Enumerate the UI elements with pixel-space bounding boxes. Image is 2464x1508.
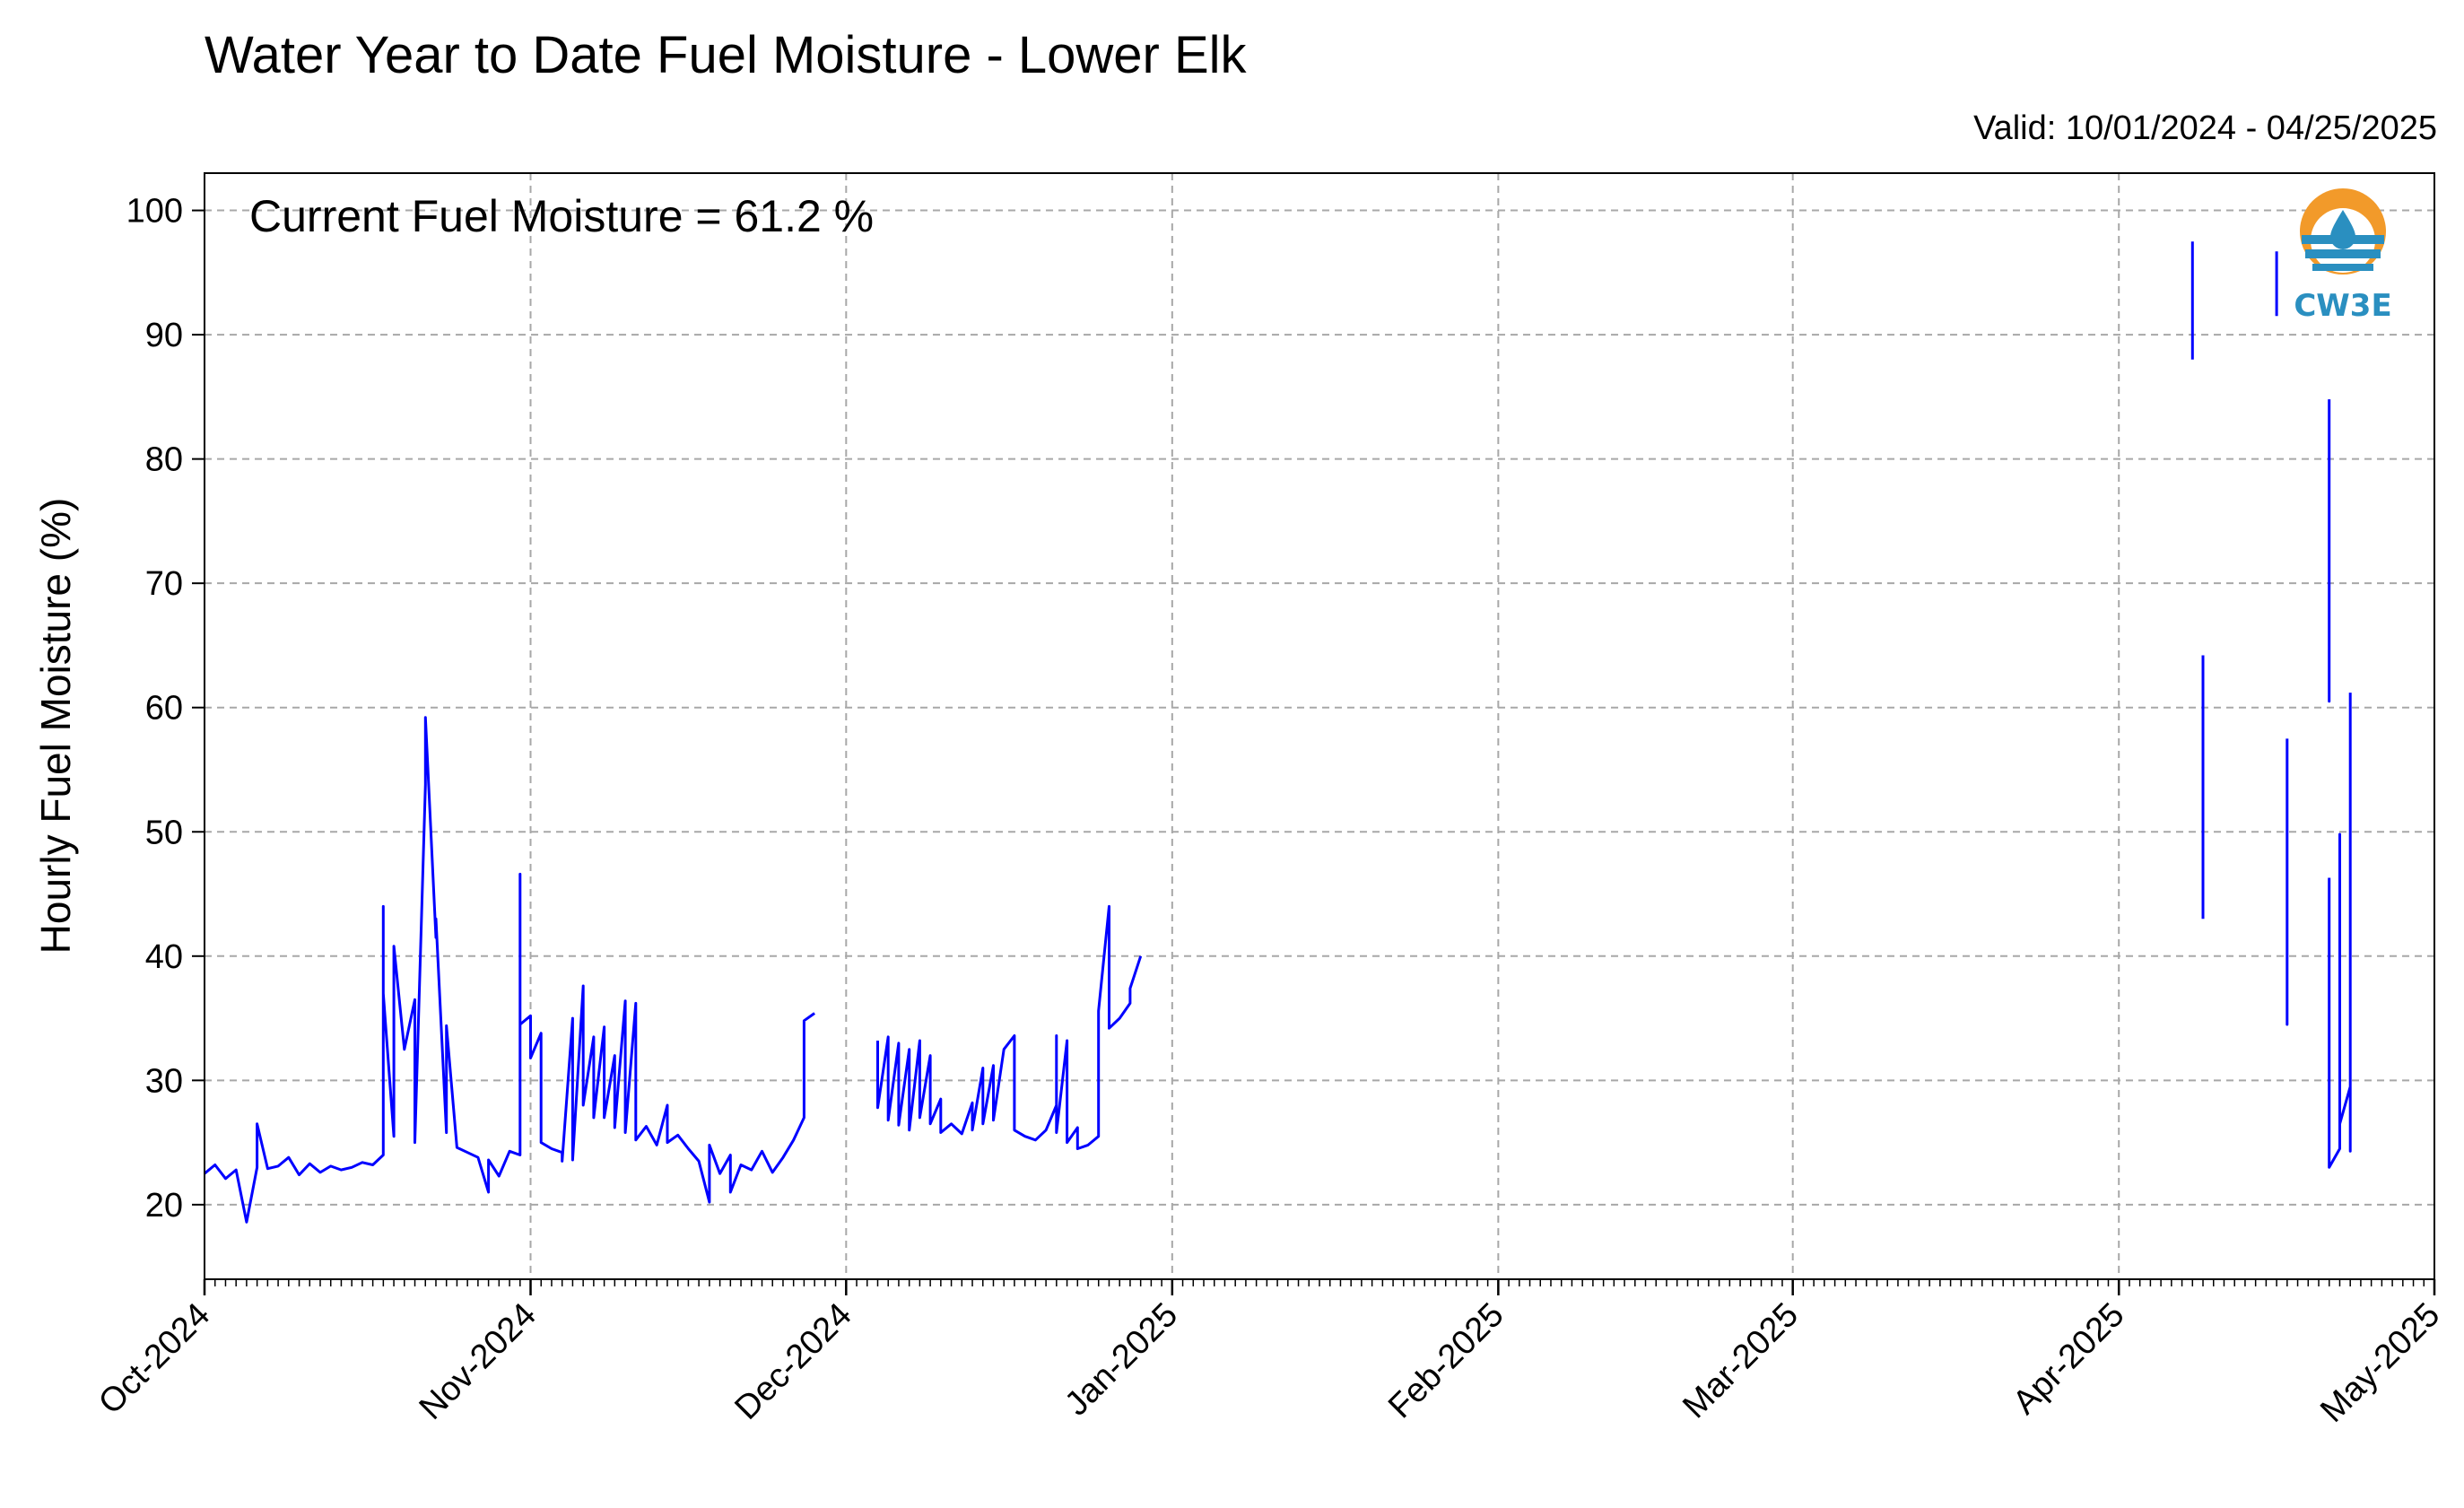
y-tick-label: 100 [126, 193, 183, 231]
x-tick-label: Nov-2024 [413, 1296, 544, 1427]
y-tick-label: 70 [145, 565, 183, 603]
y-tick-label: 40 [145, 938, 183, 976]
x-tick-label: Mar-2025 [1676, 1296, 1806, 1426]
y-tick-label: 80 [145, 441, 183, 479]
series-layer [204, 241, 2352, 1224]
x-tick-label: Oct-2024 [91, 1296, 217, 1422]
series-line-segment [876, 904, 1143, 1150]
water-drop-icon [2330, 210, 2355, 249]
plot-frame [204, 172, 2435, 1280]
y-axis-label: Hourly Fuel Moisture (%) [32, 498, 79, 954]
y-tick-label: 90 [145, 317, 183, 354]
y-tick-label: 20 [145, 1187, 183, 1225]
x-axis-ticks: Oct-2024 Nov-2024 Dec-2024 Jan-2025 Feb-2025… [91, 1279, 2447, 1430]
series-line-segment [2328, 693, 2352, 1169]
x-tick-label: May-2025 [2313, 1296, 2447, 1430]
cw3e-logo: CW3E [2294, 188, 2392, 324]
y-axis-ticks: 20 30 40 50 60 70 80 90 100 [126, 193, 205, 1225]
x-tick-label: Apr-2025 [2006, 1296, 2131, 1422]
logo-text: CW3E [2294, 288, 2391, 324]
x-tick-label: Dec-2024 [727, 1296, 858, 1427]
valid-date-range: Valid: 10/01/2024 - 04/25/2025 [1973, 109, 2437, 147]
x-tick-label: Jan-2025 [1058, 1296, 1185, 1424]
x-tick-label: Feb-2025 [1381, 1296, 1511, 1426]
current-moisture-annotation: Current Fuel Moisture = 61.2 % [249, 191, 874, 241]
y-tick-label: 60 [145, 690, 183, 728]
y-tick-label: 30 [145, 1062, 183, 1100]
y-tick-label: 50 [145, 814, 183, 851]
series-line-segment [204, 716, 815, 1224]
chart-title: Water Year to Date Fuel Moisture - Lower… [205, 26, 1247, 84]
gridlines [204, 173, 2435, 1279]
